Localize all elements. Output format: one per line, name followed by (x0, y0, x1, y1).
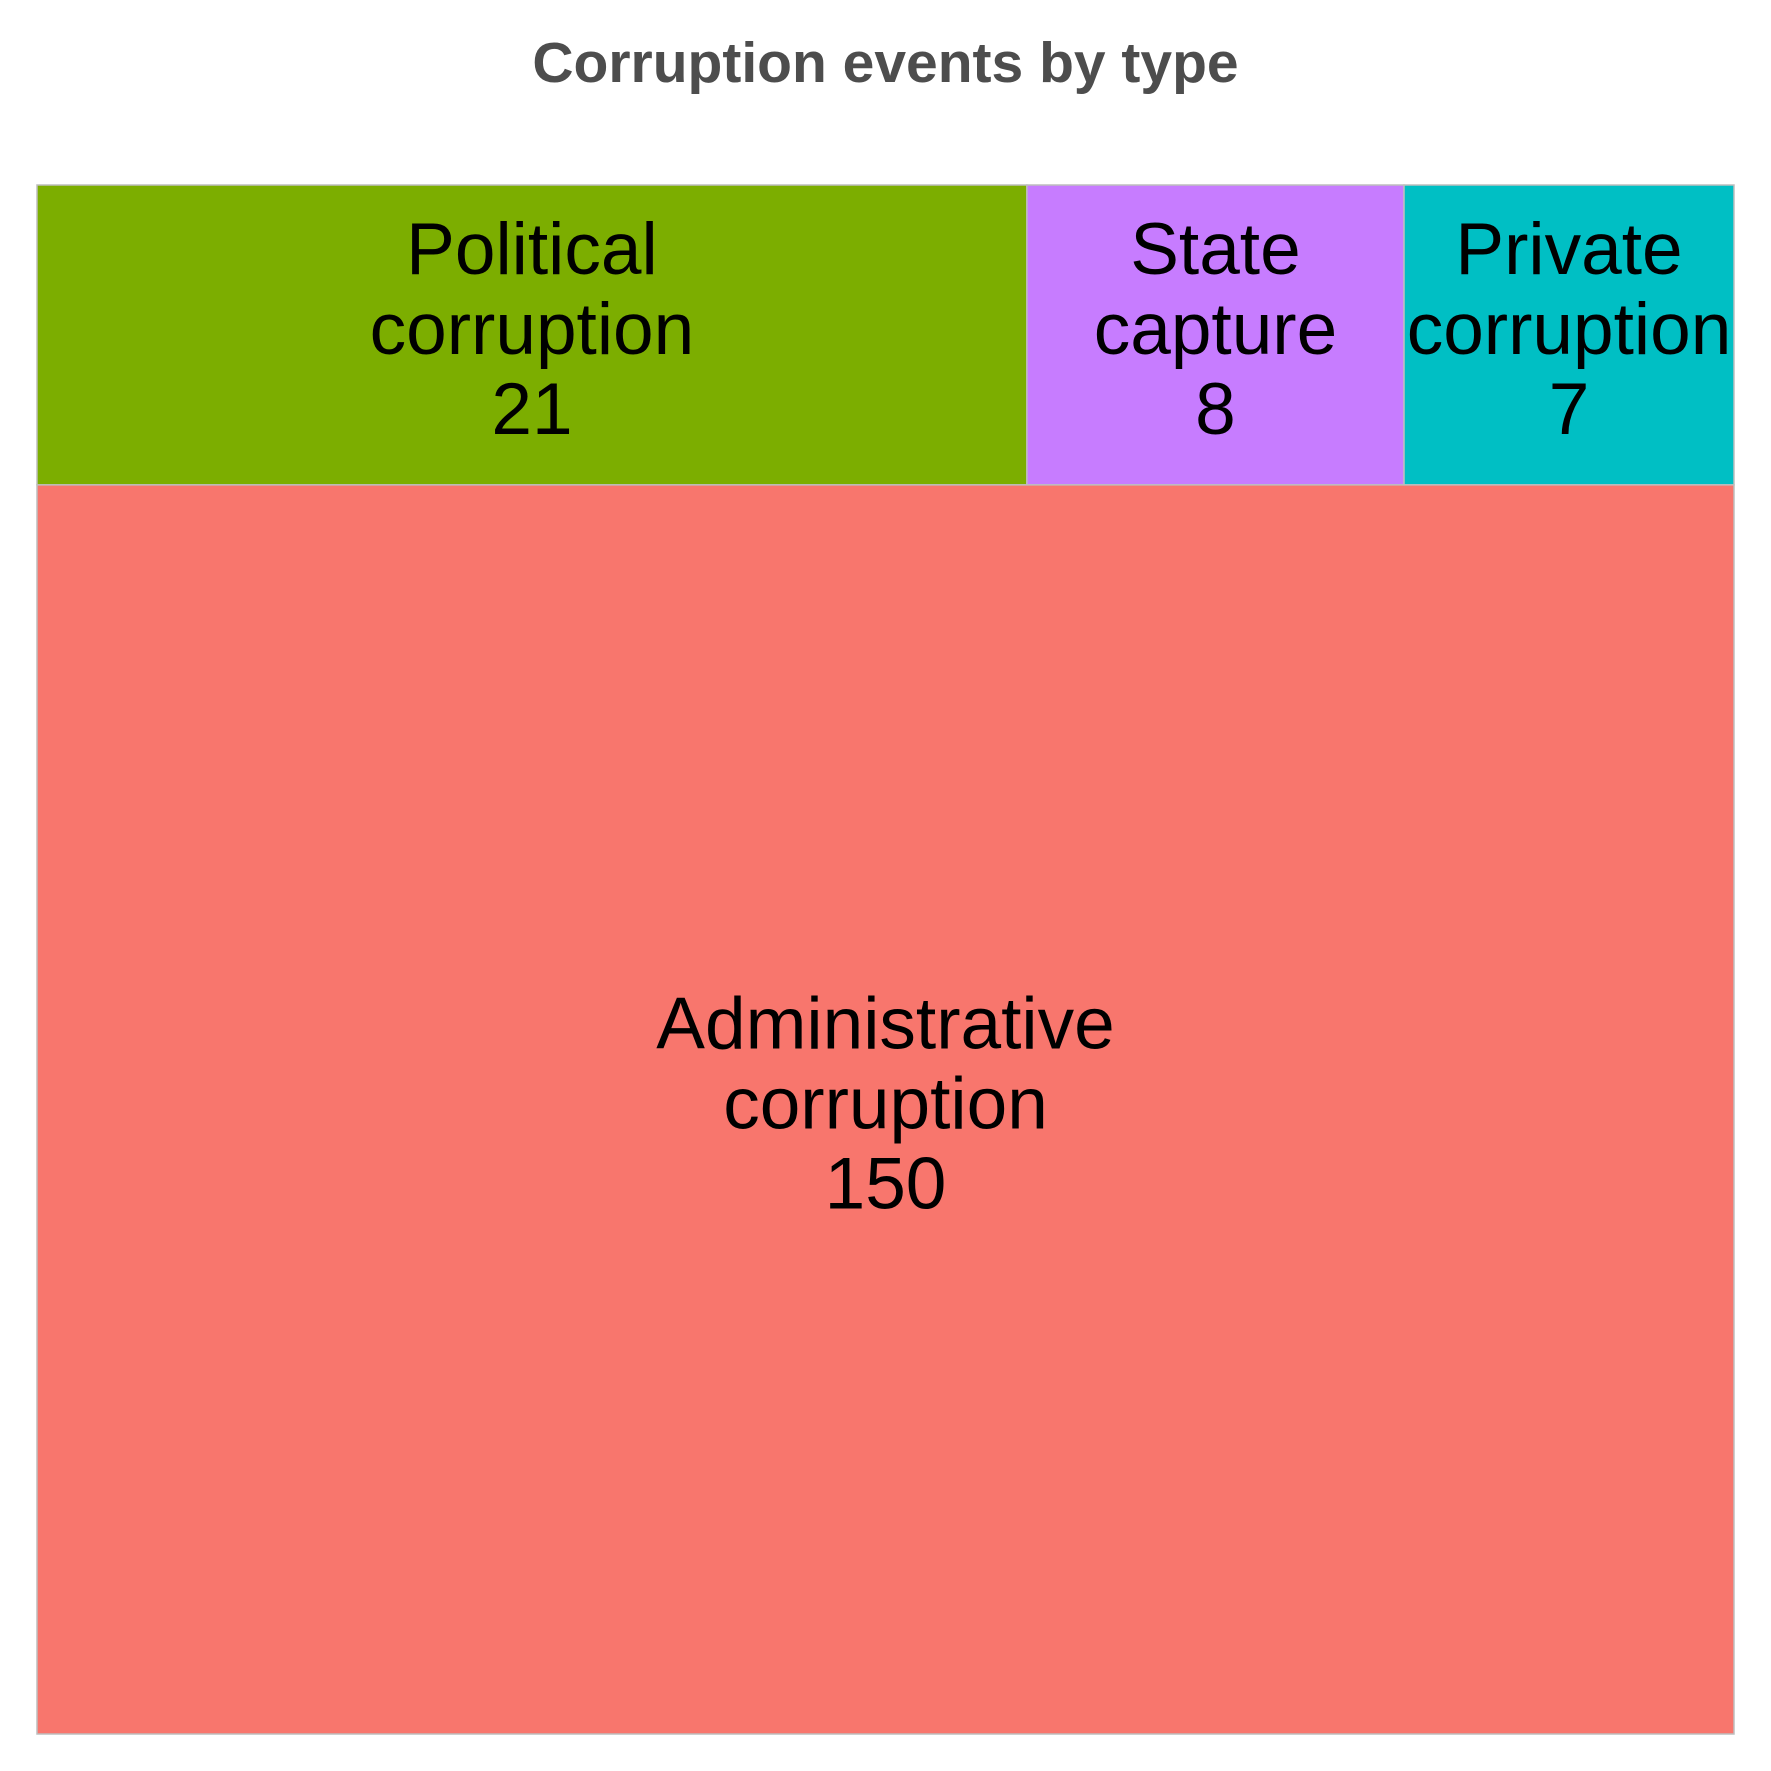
tile-label-administrative-corruption: Administrative corruption 150 (656, 984, 1114, 1225)
tile-label-line: capture (1094, 289, 1338, 370)
tile-label-line: corruption (370, 289, 695, 370)
tile-value: 8 (1195, 369, 1236, 450)
chart-title: Corruption events by type (532, 31, 1239, 95)
tile-label-private-corruption: Private corruption 7 (1407, 209, 1732, 450)
tile-value: 21 (491, 369, 572, 450)
tile-label-line: State (1130, 209, 1300, 290)
tile-private-corruption (1403, 184, 1735, 486)
tile-administrative-corruption (36, 484, 1735, 1735)
tile-label-line: corruption (1407, 289, 1732, 370)
tile-value: 7 (1549, 369, 1590, 450)
tile-label-state-capture: State capture 8 (1094, 209, 1338, 450)
tile-label-line: corruption (723, 1064, 1048, 1145)
tile-political-corruption (36, 184, 1028, 486)
tile-label-line: Private (1455, 209, 1682, 290)
tile-label-political-corruption: Political corruption 21 (370, 209, 695, 450)
tile-label-line: Administrative (656, 984, 1114, 1065)
tile-state-capture (1026, 184, 1405, 486)
tile-label-line: Political (406, 209, 658, 290)
tile-value: 150 (825, 1144, 947, 1225)
